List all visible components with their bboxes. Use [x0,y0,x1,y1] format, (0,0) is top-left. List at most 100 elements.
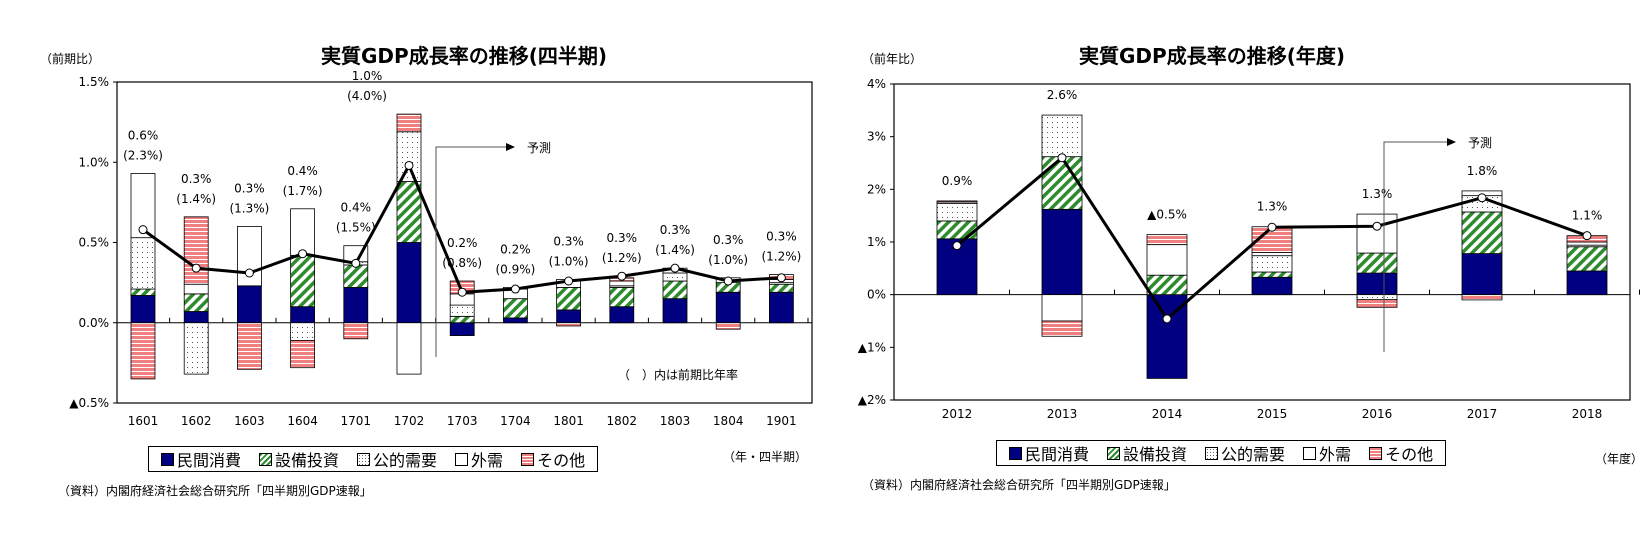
forecast-label-annual: 予測 [1468,136,1493,150]
legend-item: 外需 [1303,441,1351,465]
gdp-growth-point [1057,153,1067,163]
data-label: 0.9% [942,174,973,188]
x-tick-label: 1702 [394,414,425,428]
data-label: 0.4% [287,164,318,178]
annual-rate-label: (1.4%) [176,192,216,206]
chart-title-annual: 実質GDP成長率の推移(年度) [1079,44,1345,68]
bar-segment-公的需要 [1356,294,1398,300]
forecast-marker-line [435,146,507,357]
bar-segment-公的需要 [290,322,316,341]
x-tick-label: 2015 [1257,407,1288,421]
gdp-growth-point [564,276,574,286]
data-label: 1.0% [352,69,383,83]
bar-segment-民間消費 [290,306,316,324]
data-label: 0.3% [181,172,212,186]
x-tick-label: 2017 [1467,407,1498,421]
legend-label: 外需 [471,451,504,470]
bar-segment-その他 [396,113,422,133]
data-label: 0.6% [128,128,159,142]
legend-label: 民間消費 [1025,445,1090,464]
bar-segment-設備投資 [449,315,475,324]
bar-segment-民間消費 [715,291,741,324]
legend-item: 公的需要 [1205,441,1285,465]
bar-segment-その他 [343,322,369,340]
bar-segment-外需 [1251,252,1293,257]
gdp-growth-point [457,287,467,297]
bar-segment-民間消費 [662,298,688,324]
data-label: 0.3% [607,231,638,245]
bar-segment-設備投資 [662,280,688,300]
legend-item: 民間消費 [1009,441,1089,465]
forecast-label-quarterly: 予測 [527,141,552,155]
x-tick-label: 1802 [607,414,638,428]
legend-item: その他 [521,447,585,471]
data-label: 0.3% [660,223,691,237]
bar-segment-その他 [556,322,581,327]
x-tick-label: 1603 [234,414,265,428]
x-tick-label: 1901 [766,414,797,428]
forecast-arrow-icon [1447,138,1456,146]
legend-label: その他 [537,451,586,470]
bar-segment-その他 [1041,320,1083,337]
bar-segment-民間消費 [343,287,369,324]
x-tick-label: 2016 [1362,407,1393,421]
bar-segment-民間消費 [396,242,422,324]
annual-chart: ▲2% ▲1% 0% 1% 2% 3% 4% 2012 0.9% 2013 2.6% 2014 ▲0.5… [858,77,1640,421]
data-label: 0.3% [766,230,797,244]
bar-segment-公的需要 [1041,114,1083,158]
bar-segment-その他 [1146,234,1188,246]
annual-rate-label: (4.0%) [347,89,387,103]
bar-segment-その他 [130,322,156,380]
data-label: 0.3% [234,181,265,195]
data-label: 0.2% [447,236,478,250]
data-label: 1.8% [1467,164,1498,178]
bar-segment-外需 [236,226,262,287]
annual-rate-label: (2.3%) [123,148,163,162]
x-unit-annual: （年度） [1595,452,1644,466]
legend-item: 設備投資 [259,447,339,471]
gdp-growth-point [1162,314,1172,324]
y-tick-label: 4% [867,77,886,91]
x-unit-quarterly: （年・四半期） [723,450,808,464]
bar-segment-設備投資 [556,287,581,311]
legend-label: 設備投資 [275,451,340,470]
legend-label: 公的需要 [1221,445,1286,464]
bar-segment-設備投資 [936,220,978,240]
y-tick-label: 0% [867,288,886,302]
gdp-growth-point [617,271,627,281]
y-tick-label: ▲0.5% [69,396,109,410]
gdp-growth-point [138,225,148,235]
x-tick-label: 1801 [553,414,584,428]
y-tick-label: 0.5% [79,236,110,250]
bar-segment-設備投資 [1356,252,1398,274]
legend-label: 公的需要 [373,451,438,470]
annual-rate-label: (1.3%) [229,201,269,215]
x-tick-label: 1803 [660,414,691,428]
bar-segment-外需 [1566,241,1608,246]
bar-segment-公的需要 [396,131,422,182]
legend-item: その他 [1369,441,1433,465]
bar-segment-設備投資 [396,181,422,243]
bar-segment-設備投資 [769,283,794,293]
legend-item: 民間消費 [161,447,241,471]
bar-segment-その他 [290,340,316,369]
x-tick-label: 2013 [1047,407,1078,421]
chart-title-quarterly: 実質GDP成長率の推移(四半期) [321,44,607,68]
y-tick-label: ▲1% [858,340,886,354]
annual-rate-label: (1.4%) [655,243,695,257]
x-tick-label: 1703 [447,414,478,428]
bar-segment-その他 [183,216,209,285]
data-label: 1.3% [1362,187,1393,201]
bar-segment-設備投資 [1461,211,1503,254]
annual-rate-label: (1.0%) [549,254,589,268]
bar-segment-設備投資 [290,254,316,308]
bar-segment-民間消費 [1461,253,1503,296]
x-tick-label: 1601 [128,414,159,428]
bar-segment-設備投資 [609,287,635,308]
y-tick-label: 3% [867,130,886,144]
gdp-growth-point [351,258,361,268]
annual-rate-label: (1.7%) [283,184,323,198]
bar-segment-外需 [290,208,316,256]
